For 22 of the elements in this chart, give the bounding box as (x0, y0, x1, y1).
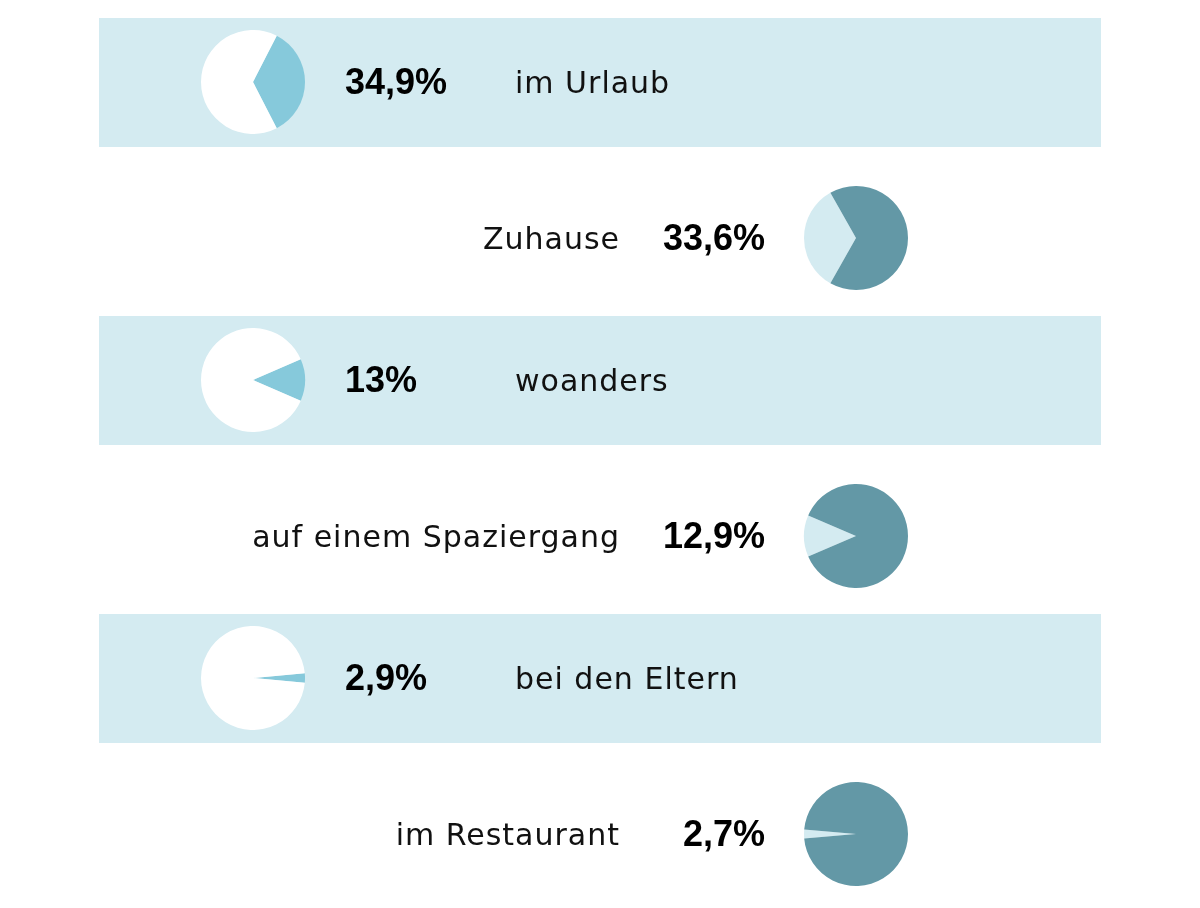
text: bei den Eltern (515, 661, 739, 696)
pie-slice (253, 35, 305, 129)
data-label: 2,7% (682, 813, 765, 854)
pie-slice (253, 359, 305, 401)
pie-slice (804, 515, 856, 557)
pie-slice (201, 30, 277, 134)
data-label: 34,9% (345, 61, 448, 102)
pie-slice (201, 626, 305, 730)
pie-slice (201, 328, 301, 432)
pie-slice (808, 484, 908, 588)
pie-slice (830, 186, 908, 290)
data-label: 2,9% (345, 657, 428, 698)
text: im Urlaub (515, 65, 671, 100)
data-label: 33,6% (662, 217, 765, 258)
text: im Restaurant (395, 817, 620, 852)
data-label: 13% (345, 359, 418, 400)
text: Zuhause (482, 221, 620, 256)
data-label: 12,9% (662, 515, 765, 556)
text: woanders (515, 363, 669, 398)
pie-slice (804, 192, 856, 284)
text: auf einem Spaziergang (252, 519, 620, 554)
pie-slice (804, 782, 908, 886)
